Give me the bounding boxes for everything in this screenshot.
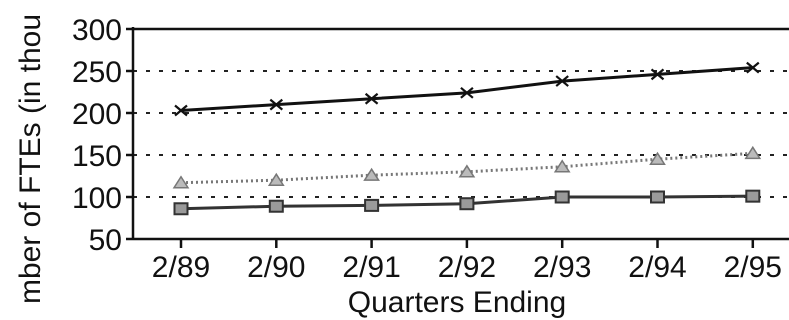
y-tick-label: 100 (72, 182, 122, 215)
x-marker-stroke (650, 68, 665, 81)
data-point-triangle (172, 175, 190, 189)
y-tick-label: 50 (89, 224, 122, 257)
data-point-triangle (267, 172, 285, 186)
data-point-triangle (553, 159, 571, 173)
data-point-triangle (363, 167, 380, 181)
x-tick-label: 2/90 (247, 251, 305, 284)
x-marker-stroke (746, 61, 760, 74)
y-tick-label: 200 (72, 98, 122, 131)
data-point-square (745, 189, 761, 203)
x-tick-label: 2/94 (628, 251, 686, 284)
data-point-triangle (458, 164, 476, 178)
series-x-line (180, 66, 753, 112)
y-tick-label: 150 (72, 140, 122, 173)
data-point-x (364, 92, 379, 105)
series (172, 61, 762, 216)
data-point-square (364, 198, 380, 212)
y-tick-label: 250 (72, 56, 122, 89)
data-point-square (650, 190, 665, 204)
x-tick-label: 2/95 (724, 251, 782, 284)
data-point-square (554, 190, 570, 204)
x-axis-title: Quarters Ending (348, 286, 566, 319)
x-marker-stroke (555, 75, 569, 87)
x-tick-label: 2/89 (152, 251, 210, 284)
data-point-square (268, 199, 284, 213)
x-tick-label: 2/92 (438, 251, 496, 284)
y-tick-label: 300 (72, 14, 122, 47)
x-tick-label: 2/93 (533, 251, 591, 284)
x-marker-stroke (460, 86, 474, 99)
axes (131, 27, 789, 241)
x-tick-label: 2/91 (342, 251, 400, 284)
x-marker-stroke (174, 104, 188, 117)
tick-labels: 50 100 150 200 250 300 2/89 2/90 2/91 2/92 2/93 2/9… (72, 14, 782, 284)
data-point-x (174, 104, 188, 117)
data-point-x (460, 86, 474, 99)
x-marker-stroke (364, 92, 379, 105)
data-point-triangle (649, 151, 666, 165)
data-point-x (746, 61, 760, 74)
data-point-square (173, 202, 189, 216)
data-point-x (650, 68, 665, 81)
data-point-square (459, 197, 475, 211)
data-point-triangle (744, 145, 762, 160)
data-point-x (555, 75, 569, 87)
y-axis-title: mber of FTEs (in thou (14, 14, 47, 304)
x-marker-stroke (269, 98, 284, 111)
data-point-x (269, 98, 284, 111)
